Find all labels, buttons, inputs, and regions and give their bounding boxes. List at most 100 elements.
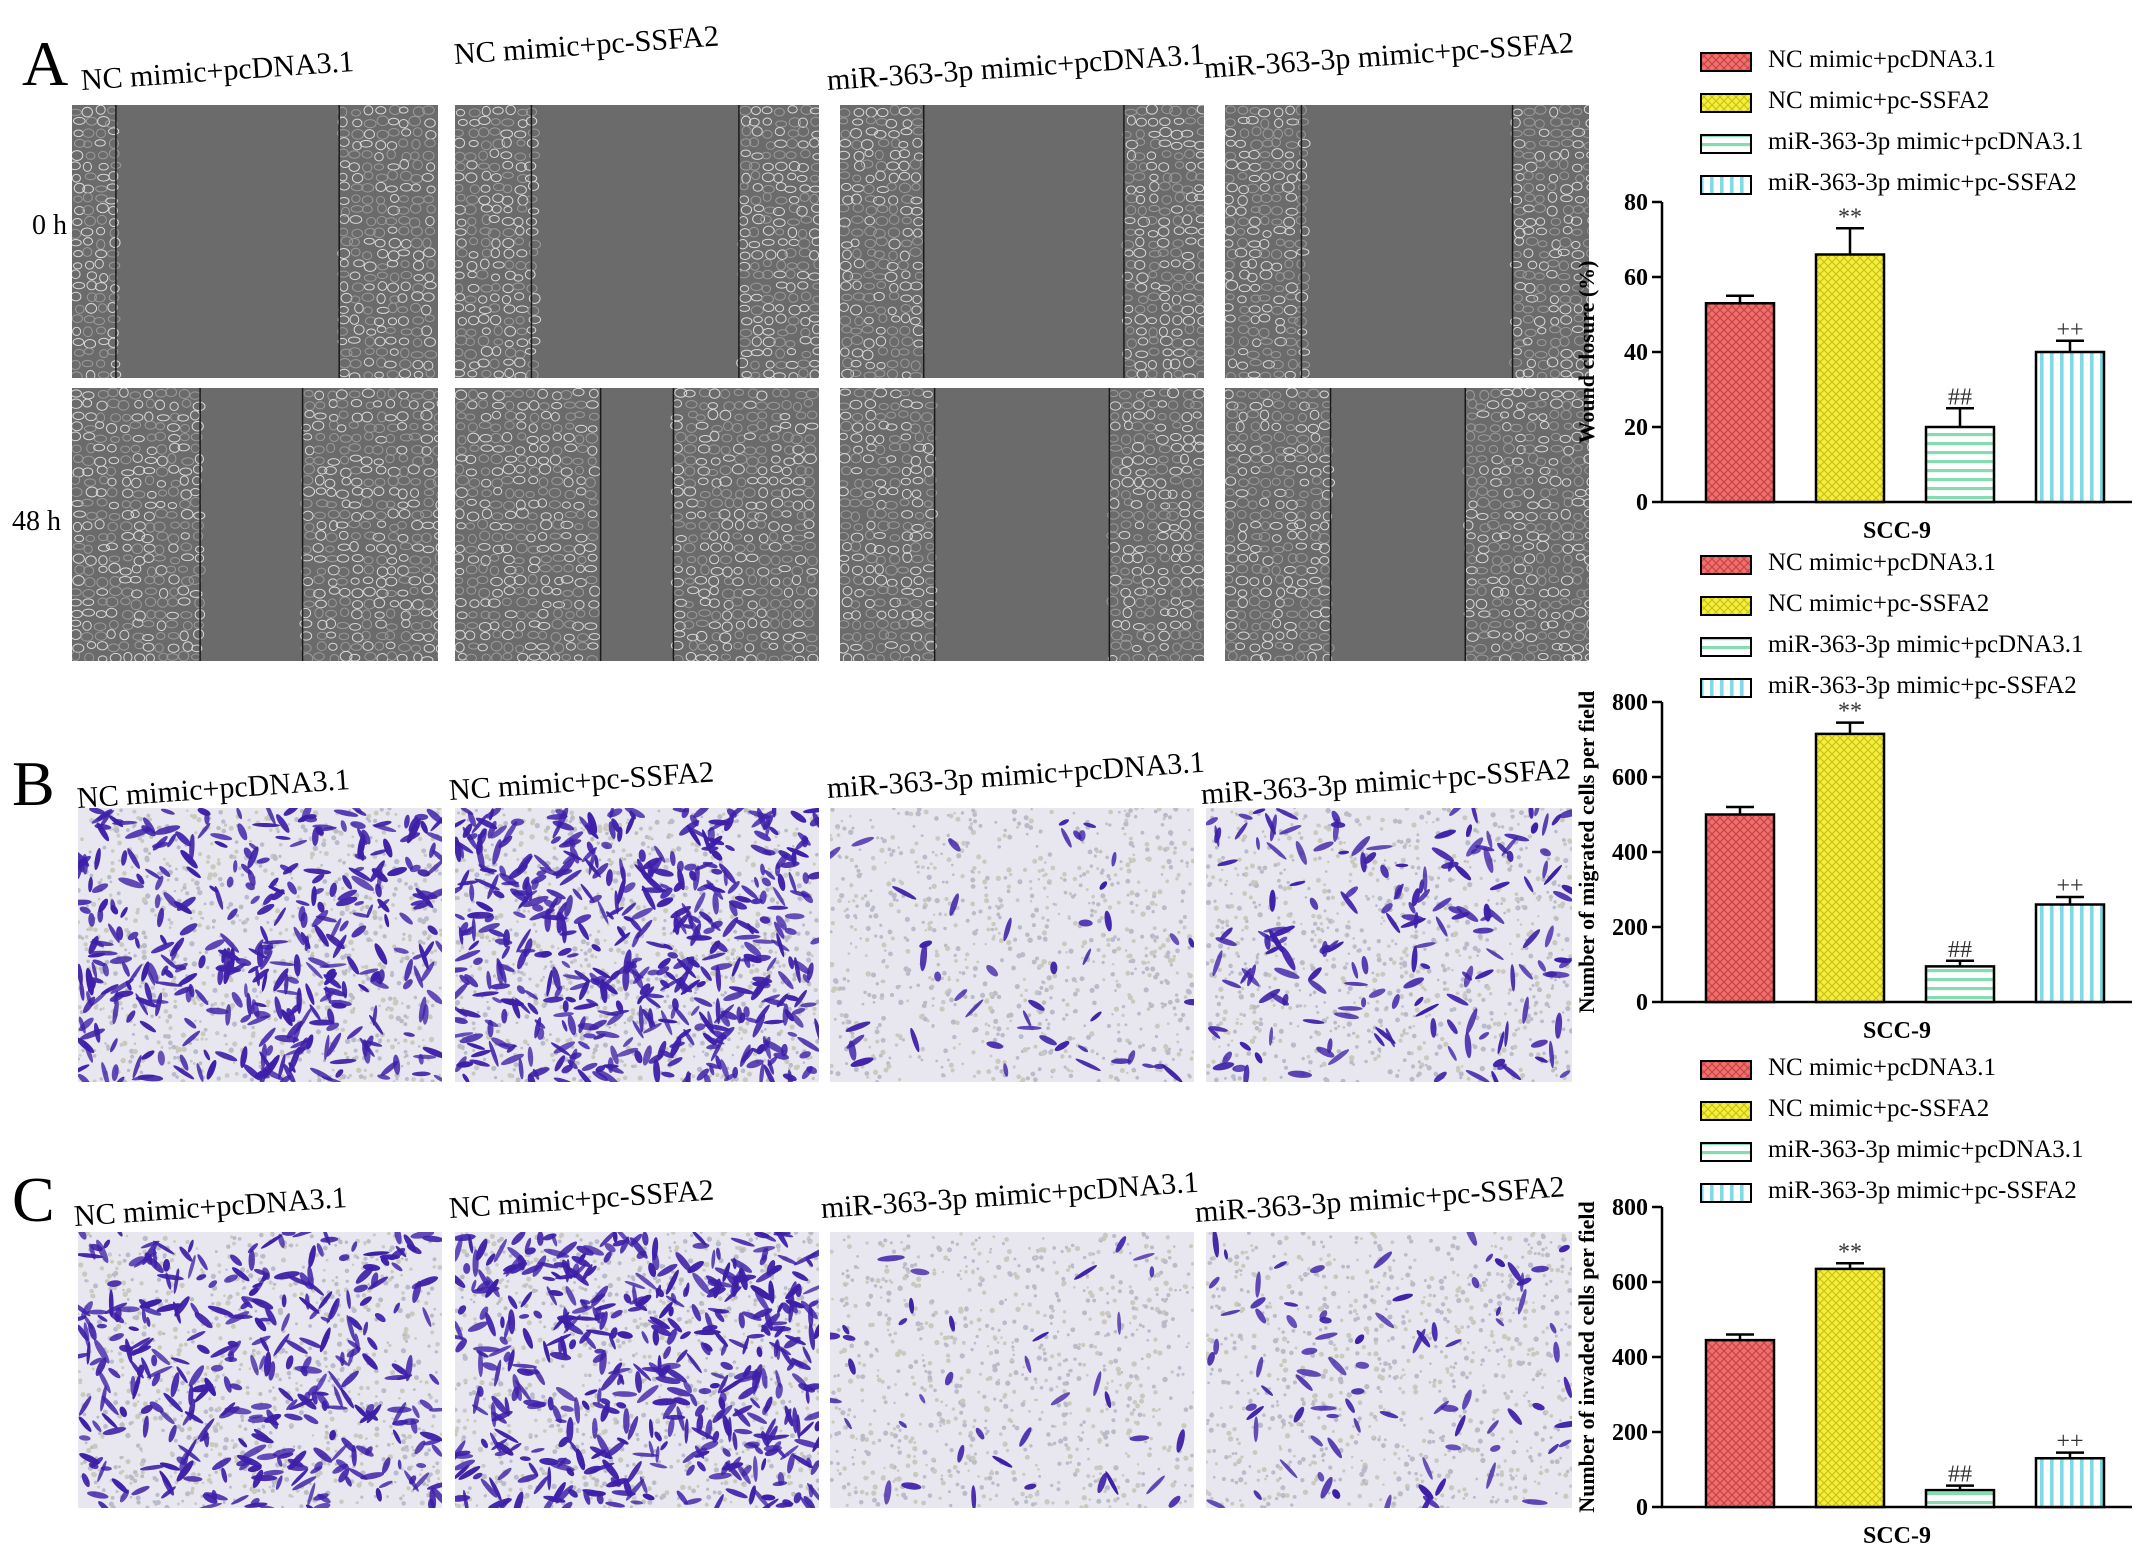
- crosshatch-pattern-icon: [1700, 555, 1752, 575]
- row-b-label-2: NC mimic+pc-SSFA2: [447, 755, 715, 807]
- wound-image-48h-nc-pcdna: [72, 388, 438, 661]
- crosshatch-pattern-icon: [1700, 1060, 1752, 1080]
- wound-image-0h-mir-ssfa2: [1225, 105, 1589, 378]
- y-tick-label: 40: [1624, 340, 1648, 366]
- y-tick-label: 0: [1636, 1495, 1648, 1521]
- y-tick-label: 800: [1612, 690, 1648, 716]
- wound-image-48h-mir-ssfa2: [1225, 388, 1589, 661]
- y-tick-label: 0: [1636, 490, 1648, 516]
- y-tick-label: 60: [1624, 265, 1648, 291]
- wound-image-0h-mir-pcdna: [840, 105, 1204, 378]
- wound-image-0h-nc-pcdna: [72, 105, 438, 378]
- bar: [1924, 425, 1996, 504]
- x-axis-label: SCC-9: [1863, 1523, 1931, 1549]
- panel-letter-c: C: [12, 1164, 55, 1235]
- significance-label: **: [1838, 204, 1862, 230]
- bar: [2034, 903, 2106, 1004]
- migration-image-nc-ssfa2: [455, 808, 819, 1082]
- bar: [1704, 1338, 1776, 1509]
- time-label-48h: 48 h: [12, 506, 61, 537]
- significance-label: **: [1838, 699, 1862, 725]
- y-tick-label: 600: [1612, 765, 1648, 791]
- vertical-lines-pattern-icon: [1700, 175, 1752, 195]
- y-tick-label: 200: [1612, 1420, 1648, 1446]
- horizontal-lines-pattern-icon: [1700, 637, 1752, 657]
- legend-label: NC mimic+pc-SSFA2: [1768, 590, 1990, 617]
- panel-letter-b: B: [12, 748, 55, 819]
- migration-image-mir-ssfa2: [1206, 808, 1572, 1082]
- dotted-pattern-icon: [1700, 596, 1752, 616]
- row-c-label-2: NC mimic+pc-SSFA2: [447, 1173, 715, 1225]
- row-a-label-3: miR-363-3p mimic+pcDNA3.1: [825, 37, 1206, 97]
- time-label-0h: 0 h: [32, 210, 67, 241]
- y-axis-label: Wound closure (%): [1574, 261, 1599, 444]
- significance-label: **: [1838, 1239, 1862, 1265]
- y-tick-label: 20: [1624, 415, 1648, 441]
- legend-label: miR-363-3p mimic+pc-SSFA2: [1768, 169, 2077, 196]
- y-tick-label: 200: [1612, 915, 1648, 941]
- row-c-label-1: NC mimic+pcDNA3.1: [72, 1180, 348, 1233]
- wound-image-48h-mir-pcdna: [840, 388, 1204, 661]
- invasion-image-mir-pcdna: [830, 1232, 1194, 1508]
- invasion-chart: 0 200 400 600 800 Number of invaded cells per…: [1574, 1195, 2132, 1549]
- significance-label: ##: [1948, 384, 1972, 410]
- significance-label: ##: [1948, 937, 1972, 963]
- x-axis-label: SCC-9: [1863, 1018, 1931, 1044]
- x-axis-label: SCC-9: [1863, 518, 1931, 544]
- bar: [1704, 302, 1776, 504]
- invasion-image-nc-ssfa2: [455, 1232, 819, 1508]
- bar: [1704, 813, 1776, 1004]
- horizontal-lines-pattern-icon: [1700, 1142, 1752, 1162]
- bar: [1814, 253, 1886, 504]
- invasion-image-mir-ssfa2: [1206, 1232, 1572, 1508]
- significance-label: ##: [1948, 1462, 1972, 1488]
- y-axis-label: Number of migrated cells per field: [1574, 691, 1599, 1013]
- significance-label: ++: [2056, 873, 2083, 899]
- bar: [2034, 350, 2106, 504]
- y-tick-label: 400: [1612, 1345, 1648, 1371]
- wound-image-0h-nc-ssfa2: [455, 105, 819, 378]
- bar: [1814, 732, 1886, 1004]
- row-c-label-3: miR-363-3p mimic+pcDNA3.1: [819, 1165, 1200, 1225]
- significance-label: ++: [2056, 1429, 2083, 1455]
- y-tick-label: 800: [1612, 1195, 1648, 1221]
- row-a-label-1: NC mimic+pcDNA3.1: [79, 44, 355, 97]
- legend-label: NC mimic+pc-SSFA2: [1768, 1095, 1990, 1122]
- dotted-pattern-icon: [1700, 93, 1752, 113]
- legend-label: miR-363-3p mimic+pc-SSFA2: [1768, 672, 2077, 699]
- dotted-pattern-icon: [1700, 1101, 1752, 1121]
- bar: [1924, 965, 1996, 1004]
- y-tick-label: 400: [1612, 840, 1648, 866]
- wound-image-48h-nc-ssfa2: [455, 388, 819, 661]
- migration-image-nc-pcdna: [78, 808, 442, 1082]
- vertical-lines-pattern-icon: [1700, 678, 1752, 698]
- panel-letter-a: A: [22, 28, 69, 99]
- legend-label: miR-363-3p mimic+pcDNA3.1: [1768, 128, 2084, 155]
- horizontal-lines-pattern-icon: [1700, 134, 1752, 154]
- row-c-label-4: miR-363-3p mimic+pc-SSFA2: [1193, 1170, 1566, 1229]
- bar: [2034, 1457, 2106, 1509]
- migration-image-mir-pcdna: [830, 808, 1194, 1082]
- legend-label: miR-363-3p mimic+pc-SSFA2: [1768, 1177, 2077, 1204]
- crosshatch-pattern-icon: [1700, 52, 1752, 72]
- legend-label: NC mimic+pcDNA3.1: [1768, 1054, 1996, 1081]
- row-a-label-2: NC mimic+pc-SSFA2: [452, 19, 720, 71]
- bar: [1924, 1488, 1996, 1509]
- y-tick-label: 600: [1612, 1270, 1648, 1296]
- row-a-label-4: miR-363-3p mimic+pc-SSFA2: [1202, 26, 1575, 85]
- wound-closure-chart: 0 20 40 60 80 Wound closure (%) SCC-9 ** ## ++: [1574, 190, 2132, 544]
- y-tick-label: 0: [1636, 990, 1648, 1016]
- legend-label: NC mimic+pc-SSFA2: [1768, 87, 1990, 114]
- legend-label: NC mimic+pcDNA3.1: [1768, 46, 1996, 73]
- migration-chart: 0 200 400 600 800 Number of migrated cells pe…: [1574, 690, 2132, 1044]
- vertical-lines-pattern-icon: [1700, 1183, 1752, 1203]
- bar: [1814, 1267, 1886, 1509]
- row-b-label-4: miR-363-3p mimic+pc-SSFA2: [1199, 752, 1572, 811]
- row-b-label-1: NC mimic+pcDNA3.1: [75, 762, 351, 815]
- y-tick-label: 80: [1624, 190, 1648, 216]
- legend-label: miR-363-3p mimic+pcDNA3.1: [1768, 631, 2084, 658]
- y-axis-label: Number of invaded cells per field: [1574, 1201, 1599, 1512]
- legend-label: miR-363-3p mimic+pcDNA3.1: [1768, 1136, 2084, 1163]
- invasion-image-nc-pcdna: [78, 1232, 442, 1508]
- row-b-label-3: miR-363-3p mimic+pcDNA3.1: [825, 745, 1206, 805]
